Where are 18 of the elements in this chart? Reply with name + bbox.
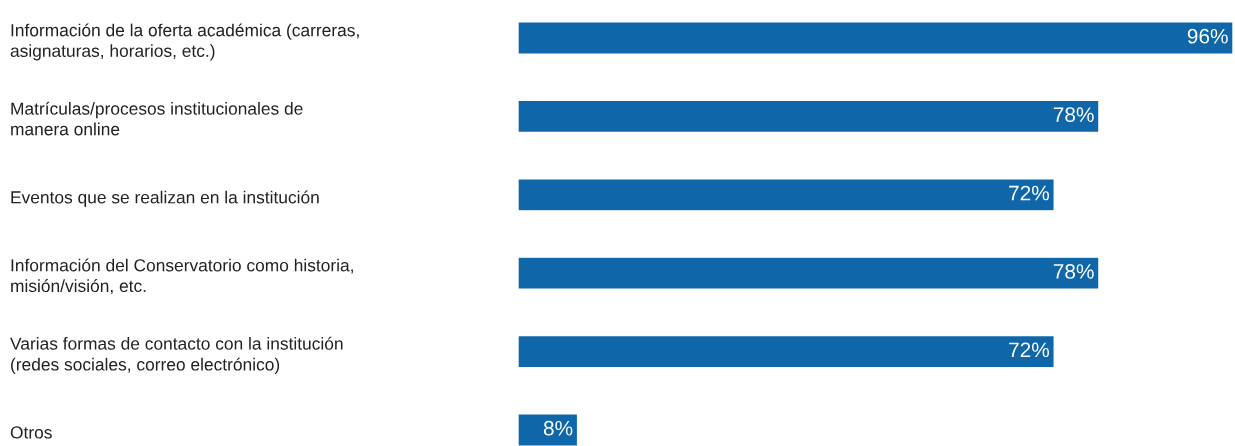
bar [518, 256, 1100, 290]
data-label: 96% [1187, 28, 1228, 44]
y-tick-label: Varias formas de contacto con la institución (redes sociales, correo electrónico) [10, 336, 343, 375]
bar [518, 334, 1055, 369]
bar [518, 99, 1100, 134]
y-tick-label: Eventos que se realizan en la institución [11, 190, 319, 207]
data-label: 78% [1053, 107, 1094, 122]
y-tick-label: Información de la oferta académica (carreras, asignaturas, horarios, etc.) [10, 23, 359, 61]
y-tick-label: Matrículas/procesos institucionales de manera online [11, 101, 303, 136]
data-label: 72% [1009, 185, 1050, 201]
bar [518, 413, 579, 446]
y-tick-label: Otros [10, 426, 52, 439]
y-tick-label: Información del Conservatorio como historia, misión/visión, etc. [11, 258, 353, 295]
data-label: 72% [1009, 342, 1050, 358]
data-label: 78% [1053, 264, 1094, 279]
bar [518, 21, 1233, 55]
bar [518, 178, 1055, 212]
data-label: 8% [543, 420, 573, 436]
